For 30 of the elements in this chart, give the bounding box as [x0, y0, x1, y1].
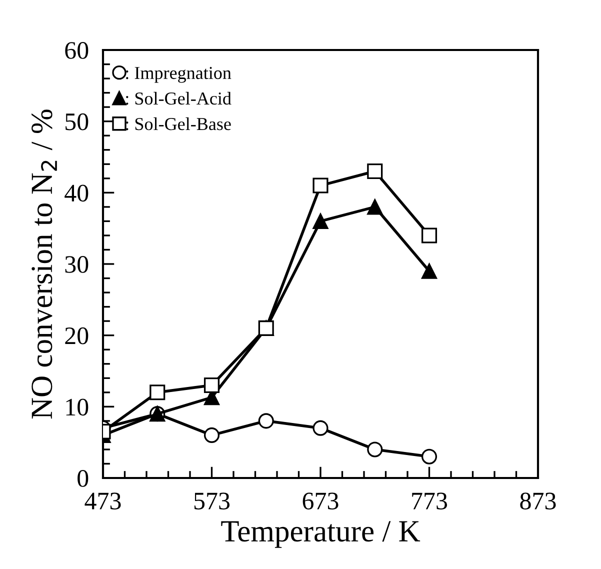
x-tick-label: 673 [302, 492, 338, 510]
x-tick-label: 773 [412, 492, 448, 510]
point [421, 448, 438, 464]
x-tick-label: 473 [84, 492, 121, 510]
y-tick-label: 0 [78, 470, 88, 487]
y-axis-title: NO conversion to N$_{2}$ / % [32, 110, 57, 419]
point [312, 178, 328, 194]
y-tick-label: 60 [65, 42, 88, 59]
y-tick-label: 40 [64, 184, 88, 202]
x-tick-label: 873 [520, 492, 556, 510]
legend-label: : Impregnation [126, 66, 232, 83]
y-tick-label: 20 [65, 327, 88, 344]
y-tick-label: 50 [66, 113, 88, 130]
x-axis-title: Temperature / K [221, 521, 420, 548]
point [150, 384, 166, 400]
point [367, 163, 383, 180]
point [421, 228, 438, 244]
point [367, 199, 383, 215]
legend-label: : Sol-Gel-Acid [126, 92, 232, 105]
point [312, 420, 328, 436]
point [258, 413, 274, 429]
y-tick-label: 30 [65, 256, 88, 273]
point [421, 263, 438, 279]
legend-label: : Sol-Gel-Base [126, 117, 231, 130]
point [204, 377, 220, 394]
point [204, 427, 220, 443]
point [367, 442, 383, 458]
x-tick-label: 573 [194, 492, 230, 510]
y-tick-label: 10 [66, 398, 88, 416]
point [312, 213, 328, 229]
